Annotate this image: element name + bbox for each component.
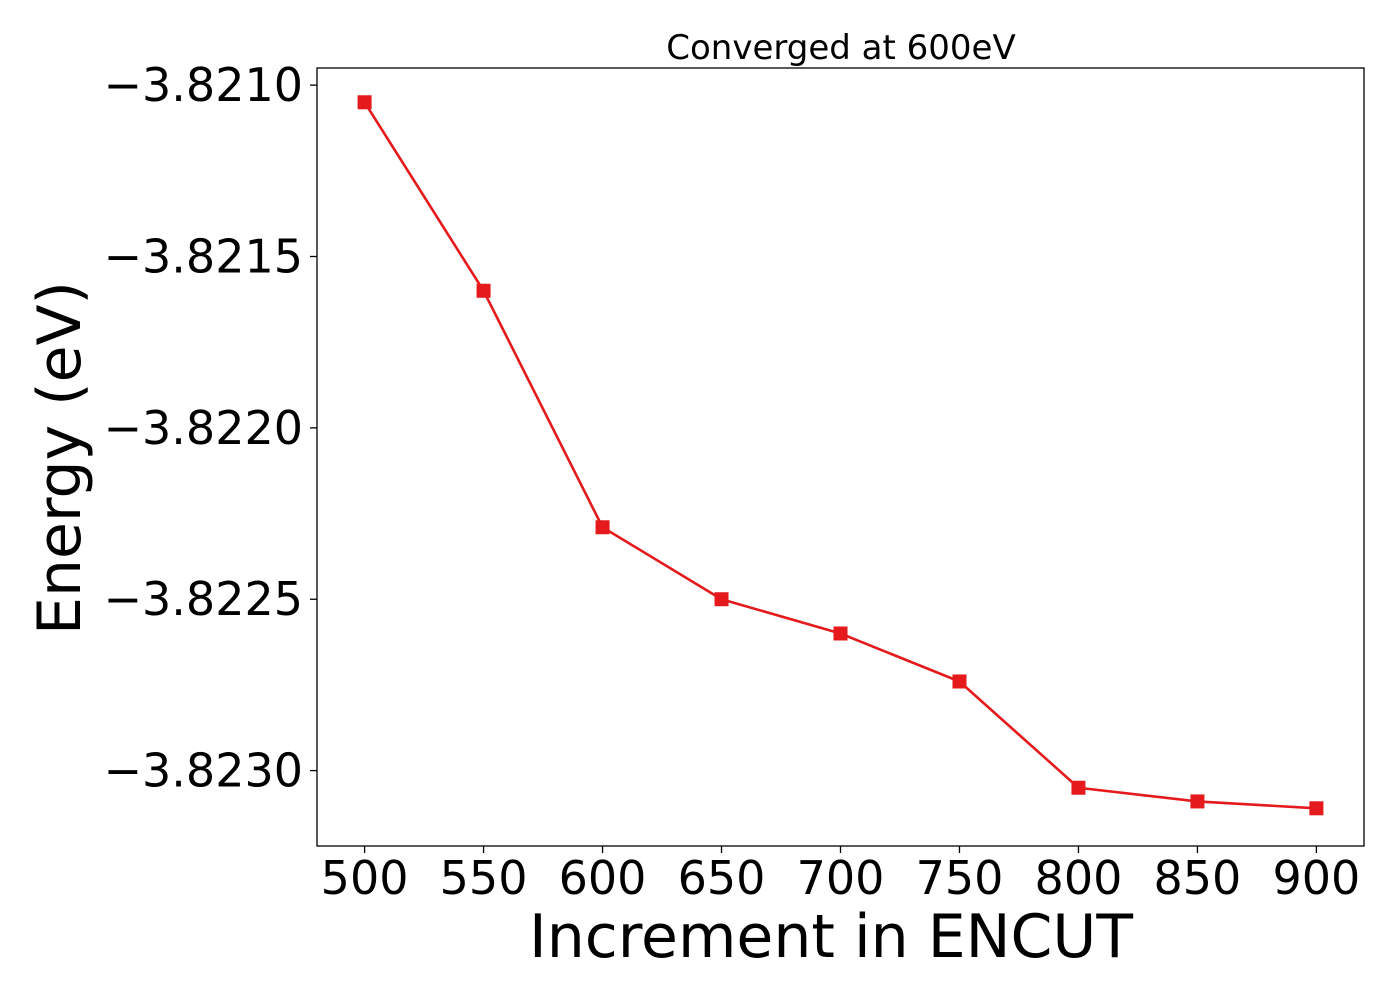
series-line: [363, 101, 1317, 810]
x-tick-label: 500: [321, 851, 409, 905]
data-point-marker: [952, 674, 967, 689]
x-tick-label: 600: [559, 851, 647, 905]
data-point-marker: [595, 520, 610, 535]
x-tick-label: 800: [1035, 851, 1123, 905]
data-point-marker: [1309, 801, 1324, 816]
y-tick-label: −3.8220: [104, 401, 304, 455]
data-point-marker: [1071, 780, 1086, 795]
chart-title: Converged at 600eV: [666, 28, 1015, 68]
x-tick-label: 850: [1154, 851, 1242, 905]
plot-frame: [316, 67, 1365, 847]
data-point-marker: [476, 283, 491, 298]
y-tick-label: −3.8215: [104, 230, 304, 284]
data-point-marker: [1190, 794, 1205, 809]
data-point-marker: [357, 95, 372, 110]
y-tick-label: −3.8210: [104, 58, 304, 112]
x-tick-label: 550: [440, 851, 528, 905]
x-tick-label: 700: [797, 851, 885, 905]
x-tick-label: 750: [916, 851, 1004, 905]
y-tick-label: −3.8225: [104, 572, 304, 626]
x-axis-label: Increment in ENCUT: [529, 902, 1133, 972]
data-point-marker: [833, 626, 848, 641]
y-tick-label: −3.8230: [104, 744, 304, 798]
data-point-marker: [714, 592, 729, 607]
x-tick-label: 650: [678, 851, 766, 905]
x-tick-label: 900: [1273, 851, 1361, 905]
plot-area: 500 550 600 650 700 750 800 850 900 −3.8210 −3.821…: [104, 58, 1365, 905]
y-axis-label: Energy (eV): [25, 281, 95, 635]
